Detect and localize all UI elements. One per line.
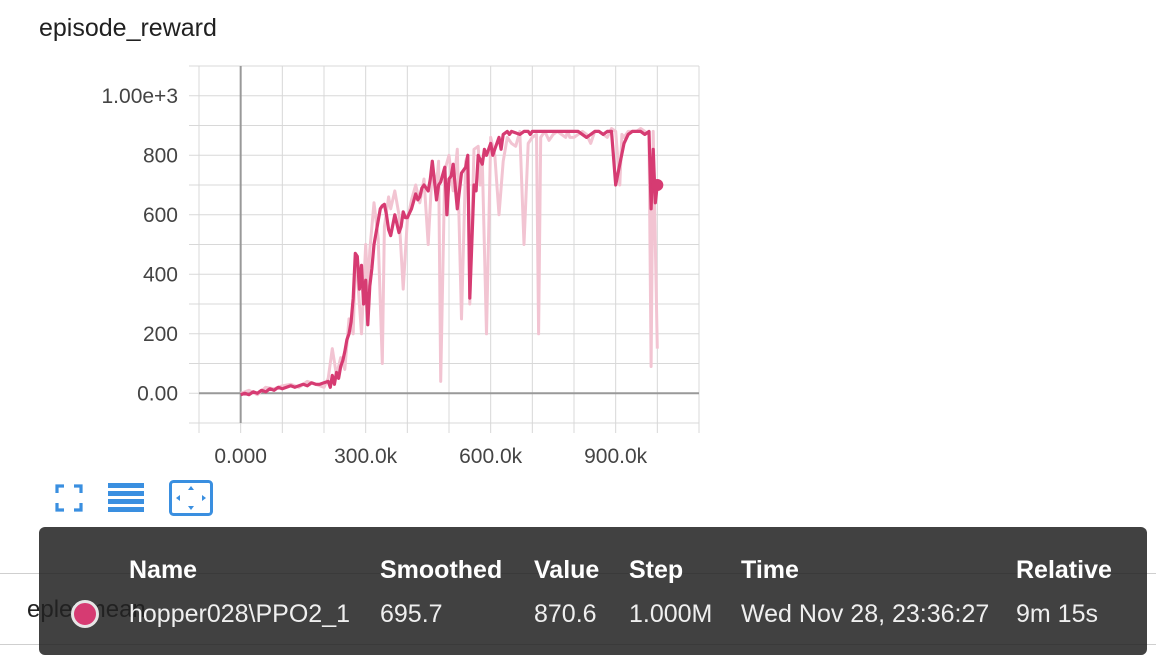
tooltip-header-smoothed: Smoothed [380, 556, 503, 584]
chart-axes [199, 66, 699, 423]
tooltip-header-time: Time [741, 556, 799, 584]
tooltip-header-name: Name [129, 556, 198, 584]
fit-domain-icon[interactable] [169, 479, 213, 521]
chart-toolbar [55, 479, 238, 521]
y-tick-label: 200 [143, 323, 178, 346]
chart-title: episode_reward [39, 14, 217, 42]
y-tick-label: 600 [143, 204, 178, 227]
x-tick-label: 300.0k [334, 445, 398, 468]
tooltip-relative: 9m 15s [1016, 600, 1098, 628]
tooltip-value: 870.6 [534, 600, 597, 628]
tooltip-header-step: Step [629, 556, 684, 584]
y-tick-label: 400 [143, 263, 178, 286]
y-tick-label: 1.00e+3 [102, 85, 179, 108]
y-tick-label: 0.00 [137, 382, 178, 405]
fullscreen-icon[interactable] [55, 483, 83, 517]
series-color-swatch [71, 600, 99, 628]
tooltip-run-name: hopper028\PPO2_1 [129, 600, 351, 628]
x-tick-label: 900.0k [584, 445, 648, 468]
x-tick-label: 600.0k [459, 445, 523, 468]
hover-point [651, 179, 664, 191]
chart-tooltip: Name Smoothed Value Step Time Relative h… [39, 527, 1147, 655]
smoothed-series-line [240, 129, 659, 397]
tooltip-header-relative: Relative [1016, 556, 1112, 584]
y-tick-label: 800 [143, 144, 178, 167]
tooltip-smoothed-value: 695.7 [380, 600, 443, 628]
chart-tick-labels: 0.000 300.0k 600.0k 900.0k 0.00 200 400 600 800 1… [102, 85, 648, 468]
chart-series [240, 127, 664, 397]
tooltip-time: Wed Nov 28, 23:36:27 [741, 600, 990, 628]
tooltip-header-value: Value [534, 556, 600, 584]
tooltip-step: 1.000M [629, 600, 713, 628]
x-tick-label: 0.000 [214, 445, 267, 468]
toggle-log-scale-icon[interactable] [108, 482, 144, 519]
